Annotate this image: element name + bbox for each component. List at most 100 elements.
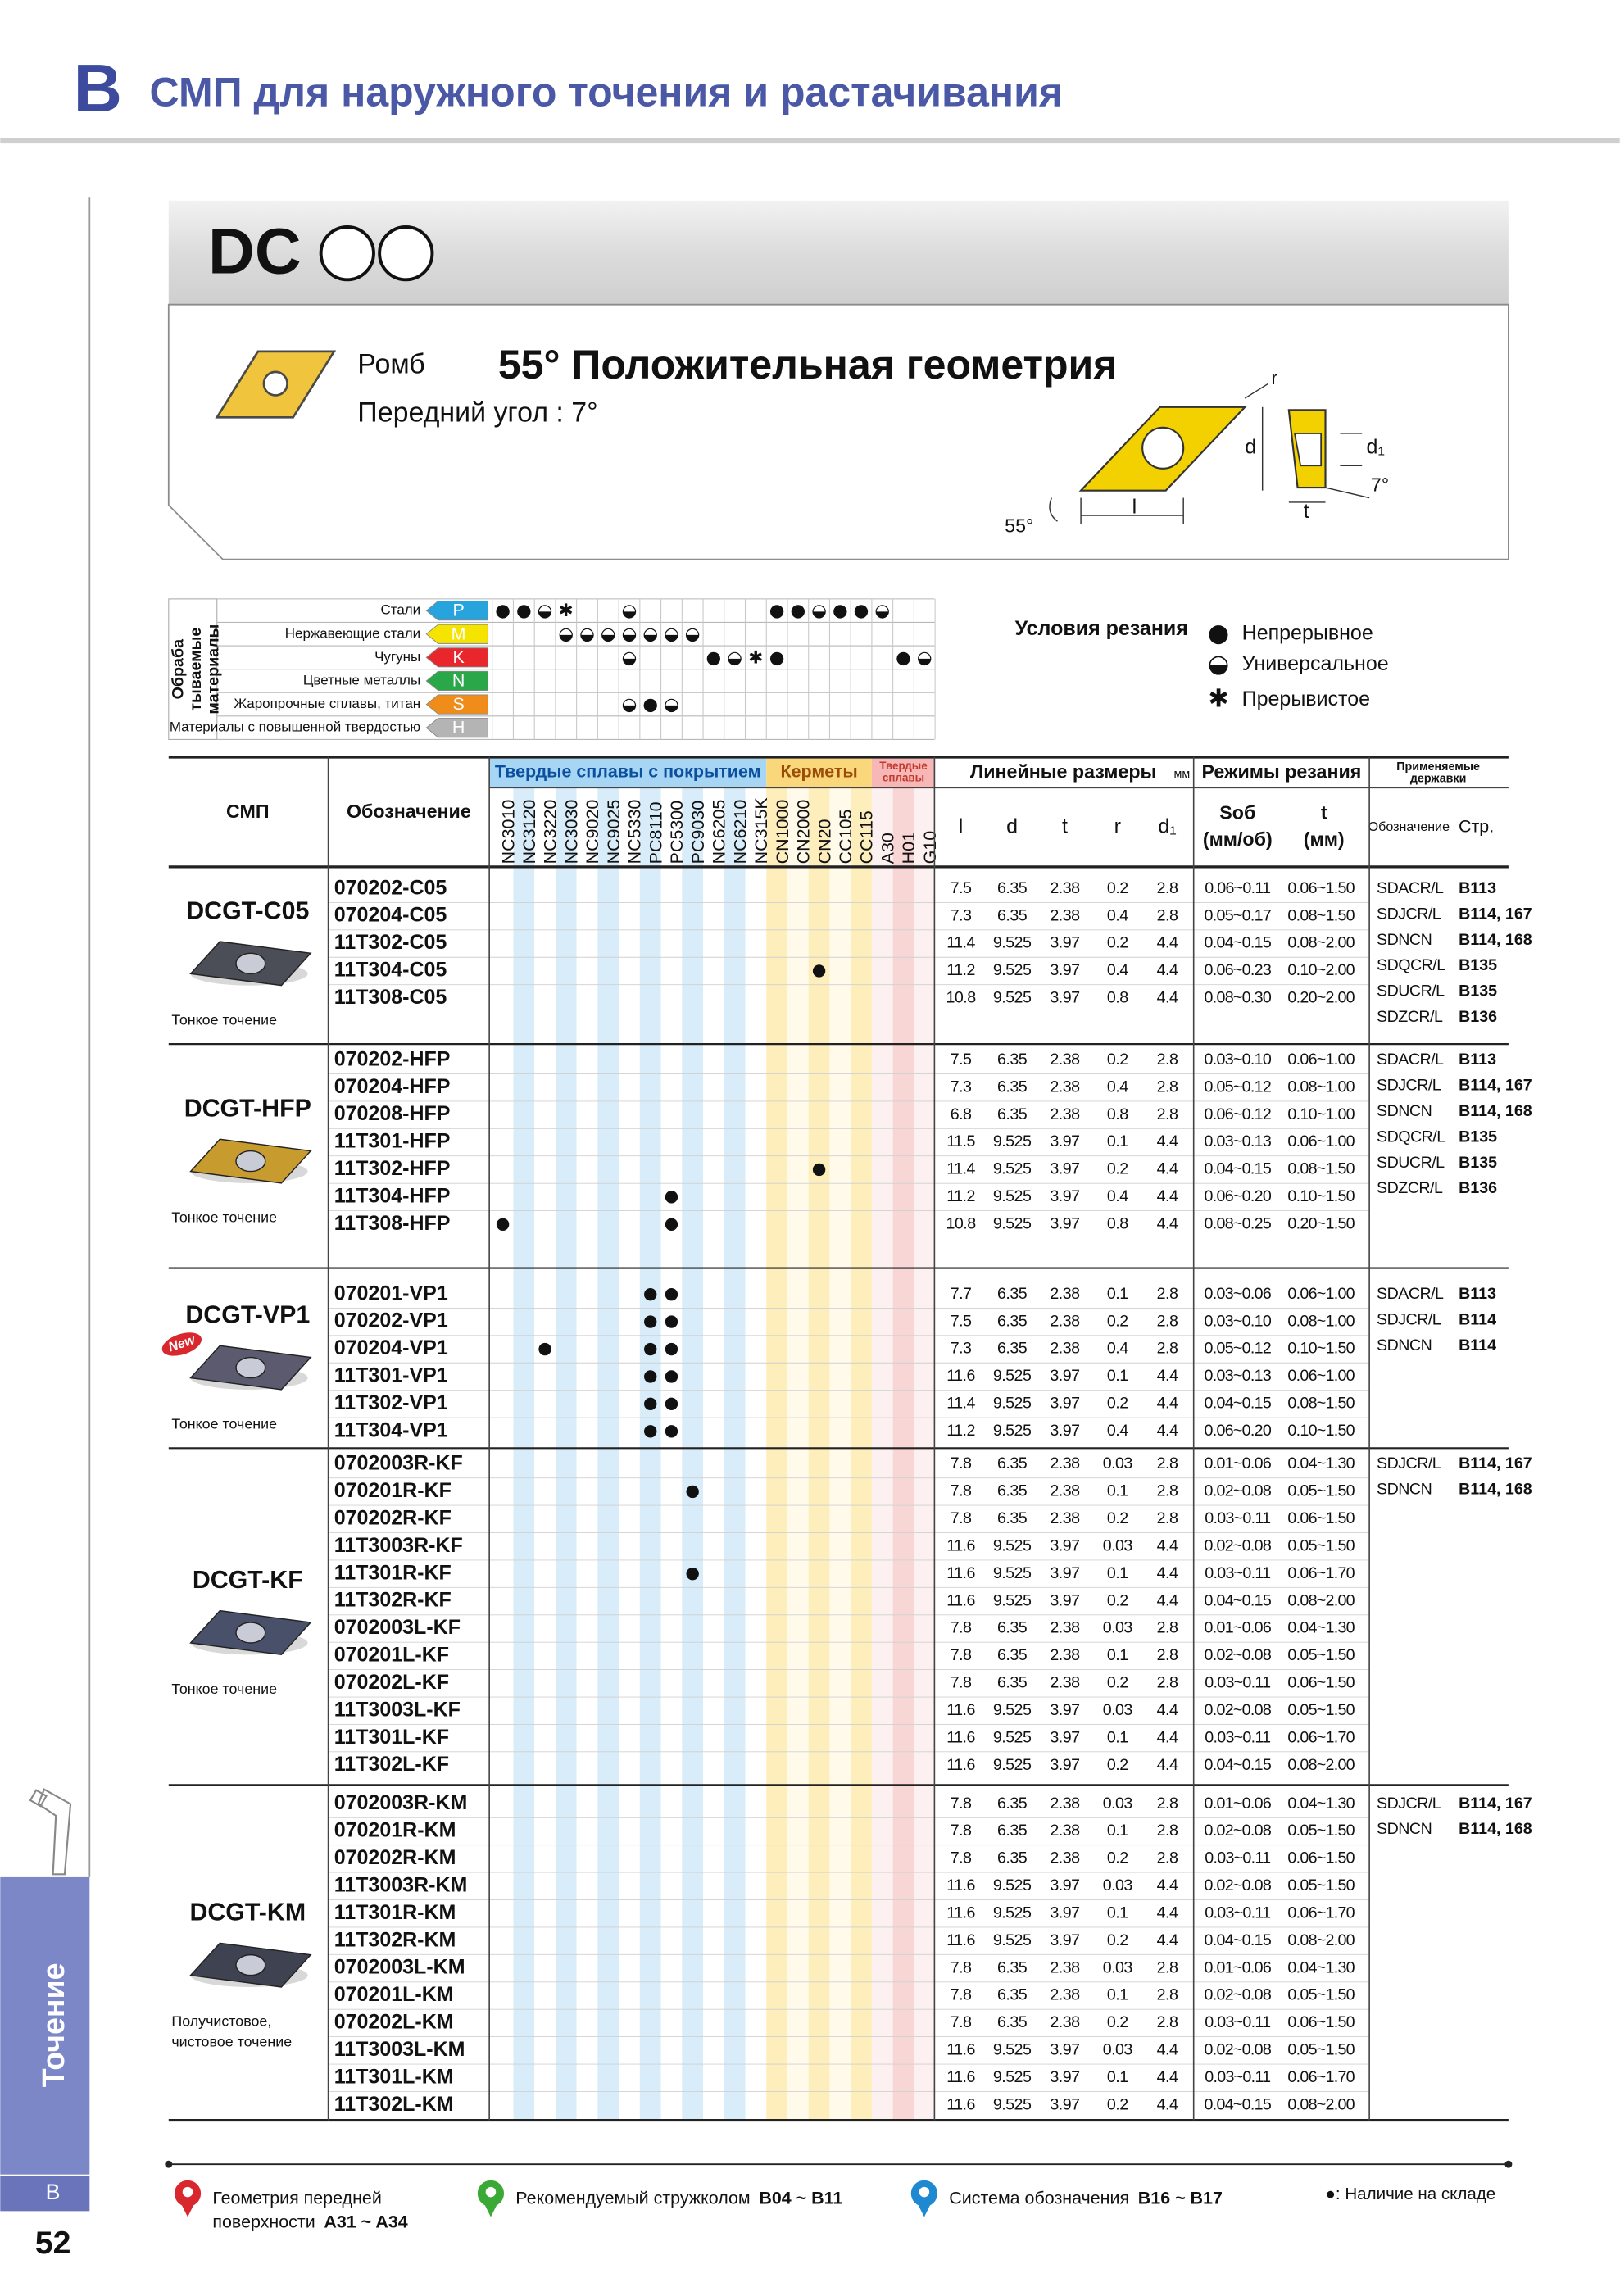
dimension: 7.8 xyxy=(951,1619,972,1637)
holder-page: B135 xyxy=(1459,982,1497,1001)
dimension: 0.03 xyxy=(1103,1958,1133,1976)
feed: 0.03~0.13 xyxy=(1205,1132,1272,1150)
conditions-title: Условия резания xyxy=(1015,617,1188,640)
depth: 0.08~2.00 xyxy=(1287,2095,1355,2113)
dimension: 4.4 xyxy=(1157,1395,1178,1413)
stock-dot xyxy=(665,1288,678,1301)
feed: 0.03~0.11 xyxy=(1205,2013,1270,2031)
col-header: d₁ xyxy=(1158,814,1176,837)
designation: 11T302L-KM xyxy=(334,2093,454,2116)
dimension: 7.8 xyxy=(951,1795,972,1813)
dimension: 7.5 xyxy=(951,879,972,897)
dimension: 2.8 xyxy=(1157,1050,1178,1069)
dimension: 3.97 xyxy=(1050,1160,1079,1178)
dimension: 2.38 xyxy=(1050,1795,1080,1813)
depth: 0.04~1.30 xyxy=(1287,1454,1355,1472)
insert-note: Тонкое точение xyxy=(171,1209,277,1225)
code-placeholder xyxy=(319,225,375,282)
dimension: 3.97 xyxy=(1050,1931,1079,1949)
grade-name: G10 xyxy=(920,831,940,864)
dimension: 9.525 xyxy=(993,2068,1032,2086)
feed: 0.04~0.15 xyxy=(1205,934,1272,952)
grade-group-head xyxy=(766,758,872,788)
dimension: 3.97 xyxy=(1050,2068,1079,2086)
feed: 0.06~0.20 xyxy=(1205,1187,1272,1205)
col-header: t xyxy=(1062,814,1068,837)
dimension: 0.4 xyxy=(1107,906,1128,924)
dimension: 0.8 xyxy=(1107,1214,1128,1232)
designation: 11T302-VP1 xyxy=(334,1391,448,1414)
designation: 11T308-HFP xyxy=(334,1212,451,1235)
grade-name: NC3030 xyxy=(561,800,581,864)
grade-name: PC9030 xyxy=(688,801,708,864)
diagram-label: r xyxy=(1271,367,1277,388)
designation: 11T301R-KM xyxy=(334,1901,456,1924)
dimension: 2.38 xyxy=(1050,2013,1080,2031)
dimension: 0.1 xyxy=(1107,2068,1128,2086)
dimension: 7.8 xyxy=(951,1849,972,1867)
dimension: 2.8 xyxy=(1157,1312,1178,1330)
dimension: 11.6 xyxy=(946,1701,975,1719)
designation: 070202L-KM xyxy=(334,2011,454,2034)
holder-page: B114, 168 xyxy=(1459,1481,1532,1499)
dimension: 4.4 xyxy=(1157,2068,1178,2086)
dimension: 6.35 xyxy=(997,1482,1028,1500)
feed: 0.03~0.11 xyxy=(1205,1849,1270,1867)
dimension: 0.2 xyxy=(1107,1509,1128,1527)
dimension: 0.4 xyxy=(1107,1187,1128,1205)
feed: 0.01~0.06 xyxy=(1205,1958,1272,1976)
geometry-title: 55° Положительная геометрия xyxy=(498,342,1118,388)
dimension: 0.8 xyxy=(1107,989,1128,1007)
feed: 0.02~0.08 xyxy=(1205,1701,1272,1719)
dimension: 0.03 xyxy=(1103,1619,1133,1637)
dimension: 6.35 xyxy=(997,906,1028,924)
dimension: 9.525 xyxy=(993,2041,1032,2059)
col-header: Применяемые xyxy=(1396,760,1480,774)
dimension: 0.2 xyxy=(1107,1395,1128,1413)
dimension: 9.525 xyxy=(993,961,1032,979)
condition-mark: ◒ xyxy=(622,647,638,668)
holder-page: B114 xyxy=(1459,1336,1496,1354)
dimension: 0.2 xyxy=(1107,2013,1128,2031)
holder-name: SDJCR/L xyxy=(1377,905,1441,923)
dimension: 9.525 xyxy=(993,1904,1032,1922)
rake-angle: Передний угол : 7° xyxy=(357,397,597,429)
diagram-label: 7° xyxy=(1371,474,1389,495)
dimension: 0.2 xyxy=(1107,934,1128,952)
stock-dot xyxy=(665,1370,678,1383)
condition-mark: ◒ xyxy=(811,601,827,621)
feed: 0.03~0.11 xyxy=(1205,2068,1270,2086)
feed: 0.04~0.15 xyxy=(1205,1756,1272,1774)
col-header: Режимы резания xyxy=(1202,761,1362,783)
designation: 11T302-C05 xyxy=(334,931,447,954)
designation: 070201L-KM xyxy=(334,1983,454,2006)
condition-mark: ◒ xyxy=(727,647,742,668)
grade-column xyxy=(871,787,893,2121)
dimension: 0.2 xyxy=(1107,1591,1128,1609)
dimension: 2.8 xyxy=(1157,1619,1178,1637)
banner-box xyxy=(167,303,1509,560)
insert-name: DCGT-C05 xyxy=(186,897,309,924)
designation: 11T301L-KF xyxy=(334,1726,449,1749)
depth: 0.08~1.50 xyxy=(1287,906,1355,924)
holder-name: SDUCR/L xyxy=(1377,1154,1445,1172)
stock-dot xyxy=(644,1288,657,1301)
dimension: 3.97 xyxy=(1050,1564,1079,1582)
dimension: 7.3 xyxy=(951,1078,972,1096)
dimension: 3.97 xyxy=(1050,989,1079,1007)
holder-page: B113 xyxy=(1459,1050,1496,1069)
material-code-tag xyxy=(425,694,488,715)
section-tab-label: Точение xyxy=(36,1963,70,2088)
grade-column xyxy=(660,787,683,2121)
condition-mark: ● xyxy=(516,601,532,621)
dimension: 0.4 xyxy=(1107,1340,1128,1358)
designation: 0702003L-KM xyxy=(334,1956,465,1979)
designation: 11T301-HFP xyxy=(334,1130,451,1153)
condition-mark: ● xyxy=(706,647,722,668)
material-code: K xyxy=(452,647,465,667)
dimension: 2.8 xyxy=(1157,1822,1178,1840)
dimension: 9.525 xyxy=(993,989,1032,1007)
grade-group-label: сплавы xyxy=(883,771,924,783)
feed: 0.04~0.15 xyxy=(1205,1931,1272,1949)
depth: 0.08~1.00 xyxy=(1287,1312,1355,1330)
